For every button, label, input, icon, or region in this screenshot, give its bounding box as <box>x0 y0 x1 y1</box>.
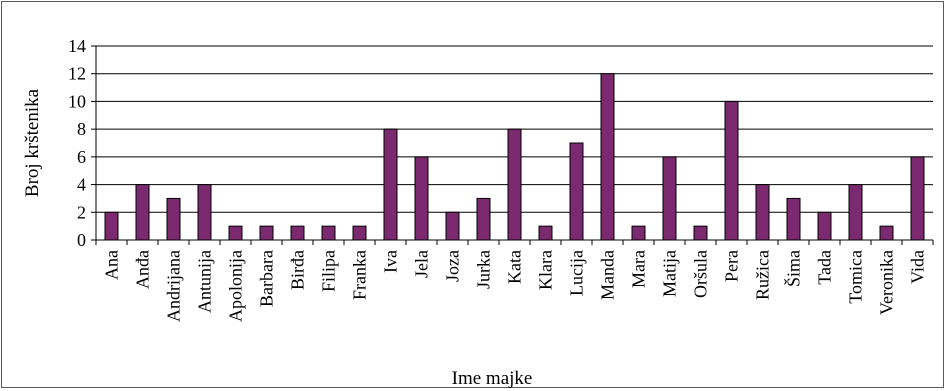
bar-tomica <box>848 184 863 241</box>
x-tick-label: Manda <box>598 250 618 300</box>
x-tick-label: Pera <box>722 250 742 282</box>
x-tick-label: Ana <box>102 250 122 280</box>
y-axis-title: Broj krštenika <box>22 88 43 197</box>
x-tick-label: Lucija <box>567 250 587 296</box>
bar-pera <box>724 100 739 241</box>
bar-klara <box>538 225 553 241</box>
y-tick-label: 12 <box>68 64 86 84</box>
bar-antunija <box>197 184 212 241</box>
bar-matija <box>662 156 677 241</box>
x-tick-label: Šima <box>783 250 804 287</box>
bar-šima <box>786 197 801 241</box>
x-tick-label: Antunija <box>195 250 215 313</box>
x-axis-title: Ime majke <box>452 368 533 389</box>
bar-franka <box>352 225 367 241</box>
x-tick-label: Joza <box>443 250 463 282</box>
bar-joza <box>445 211 460 241</box>
x-tick-label: Tada <box>815 250 835 285</box>
x-tick-label: Filipa <box>319 250 339 292</box>
x-tick-label: Matija <box>660 250 680 297</box>
x-tick-label: Franka <box>350 250 370 300</box>
bar-veronika <box>879 225 894 241</box>
y-tick-label: 10 <box>68 91 86 111</box>
bar-jela <box>414 156 429 241</box>
bar-manda <box>600 73 615 241</box>
bar-vida <box>910 156 925 241</box>
axes <box>91 45 934 245</box>
x-tick-label: Iva <box>381 250 401 273</box>
x-tick-label: Oršula <box>691 250 711 298</box>
bar-lucija <box>569 142 584 241</box>
y-tick-label: 2 <box>77 202 86 222</box>
bar-barbara <box>259 225 274 241</box>
bar-filipa <box>321 225 336 241</box>
bar-iva <box>383 128 398 241</box>
x-tick-label: Anđa <box>133 250 153 289</box>
x-tick-label: Birđa <box>288 250 308 290</box>
x-tick-labels: Ana Anđa Andrijana Antunija Apolonija Barbara… <box>102 250 928 322</box>
x-tick-label: Tomica <box>846 250 866 304</box>
bar-anđa <box>135 184 150 241</box>
x-tick-label: Andrijana <box>164 250 184 322</box>
y-tick-label: 6 <box>77 147 86 167</box>
x-tick-label: Apolonija <box>226 250 246 322</box>
x-tick-label: Kata <box>505 250 525 284</box>
x-tick-label: Klara <box>536 250 556 290</box>
bar-kata <box>507 128 522 241</box>
bar-birđa <box>290 225 305 241</box>
bar-jurka <box>476 197 491 241</box>
bars <box>104 73 925 241</box>
bar-mara <box>631 225 646 241</box>
bar-andrijana <box>166 197 181 241</box>
x-tick-label: Ružica <box>753 250 773 300</box>
bar-oršula <box>693 225 708 241</box>
bar-ružica <box>755 184 770 241</box>
x-tick-label: Barbara <box>257 250 277 307</box>
bar-ana <box>104 211 119 241</box>
x-tick-label: Vida <box>908 250 928 284</box>
x-tick-label: Jurka <box>474 250 494 289</box>
y-tick-label: 0 <box>77 230 86 250</box>
x-tick-label: Veronika <box>877 250 897 315</box>
y-tick-label: 14 <box>68 36 86 56</box>
y-tick-labels: 0 2 4 6 8 10 12 14 <box>68 36 86 250</box>
y-tick-label: 8 <box>77 119 86 139</box>
y-tick-label: 4 <box>77 175 86 195</box>
bar-apolonija <box>228 225 243 241</box>
bar-tada <box>817 211 832 241</box>
x-tick-label: Mara <box>629 250 649 288</box>
x-tick-label: Jela <box>412 250 432 278</box>
